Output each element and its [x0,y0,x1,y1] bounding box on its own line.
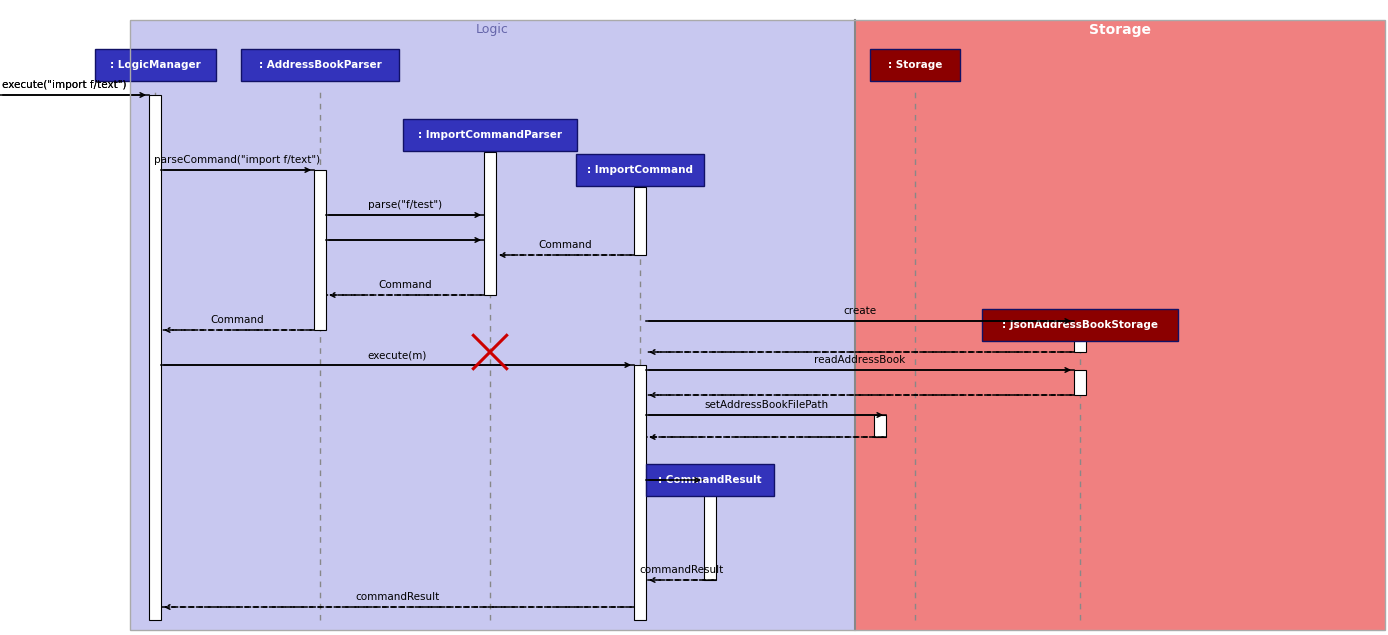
Bar [981,309,1178,341]
Text: : AddressBookParser: : AddressBookParser [258,60,382,70]
Text: : LogicManager: : LogicManager [110,60,200,70]
Bar [634,365,645,620]
Text: commandResult: commandResult [638,565,723,575]
Text: Command: Command [378,280,432,290]
Text: parse("f/test"): parse("f/test") [368,200,441,210]
Text: Command: Command [210,315,264,325]
Text: : CommandResult: : CommandResult [658,475,762,485]
Bar [870,49,960,81]
Text: Logic: Logic [476,23,509,36]
Text: parseCommand("import f/text"): parseCommand("import f/text") [154,155,321,165]
Text: execute(m): execute(m) [368,350,426,360]
Bar [94,49,215,81]
Text: : ImportCommand: : ImportCommand [587,165,693,175]
Text: commandResult: commandResult [355,592,439,602]
Text: : ImportCommandParser: : ImportCommandParser [418,130,562,140]
Text: readAddressBook: readAddressBook [815,355,905,365]
Bar [645,464,775,496]
Text: create: create [844,306,877,316]
Bar [484,152,496,295]
Text: setAddressBookFilePath: setAddressBookFilePath [704,400,829,410]
Text: execute("import f/text"): execute("import f/text") [1,80,126,90]
Text: execute("import f/text"): execute("import f/text") [1,80,126,90]
Text: Storage: Storage [1090,23,1151,37]
Bar [404,119,577,151]
Bar [240,49,400,81]
Text: Command: Command [539,240,591,250]
Text: : JsonAddressBookStorage: : JsonAddressBookStorage [1002,320,1158,330]
Bar [130,20,855,630]
Bar [874,415,886,437]
Bar [1074,321,1085,352]
Bar [149,95,161,620]
Bar [855,20,1385,630]
Bar [704,495,716,580]
Text: : Storage: : Storage [888,60,942,70]
Bar [634,187,645,255]
Bar [1074,370,1085,395]
Bar [576,154,704,186]
Bar [314,170,326,330]
